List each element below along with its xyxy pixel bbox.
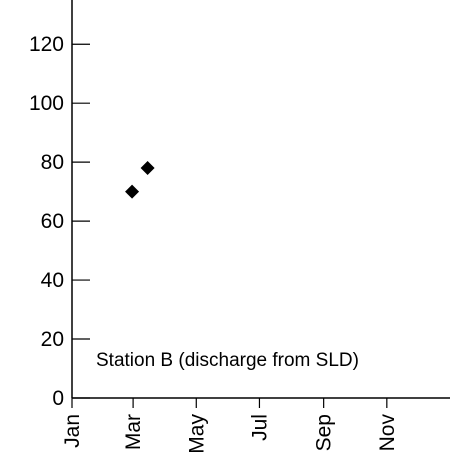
- x-tick-label: Jul: [248, 414, 271, 441]
- y-tick-label: 40: [41, 269, 64, 292]
- y-tick-label: 80: [41, 151, 64, 174]
- chart-annotation: Station B (discharge from SLD): [96, 350, 359, 371]
- x-tick-label: Mar: [122, 414, 145, 450]
- x-tick-label: Jan: [61, 414, 84, 448]
- x-tick-label: Sep: [313, 414, 336, 451]
- x-tick-label: Nov: [376, 414, 399, 452]
- data-point: [140, 161, 155, 176]
- y-axis-ticks: 0 20 40 60 80 100 120: [29, 33, 90, 410]
- y-tick-label: 20: [41, 328, 64, 351]
- y-tick-label: 0: [52, 387, 64, 410]
- axes: [71, 0, 450, 399]
- data-points: [125, 161, 155, 199]
- y-tick-label: 60: [41, 210, 64, 233]
- y-tick-label: 120: [29, 33, 64, 56]
- data-point: [125, 184, 140, 199]
- y-tick-label: 100: [29, 92, 64, 115]
- x-tick-label: May: [185, 414, 208, 454]
- x-axis-ticks: Jan Mar May Jul Sep Nov: [61, 398, 399, 454]
